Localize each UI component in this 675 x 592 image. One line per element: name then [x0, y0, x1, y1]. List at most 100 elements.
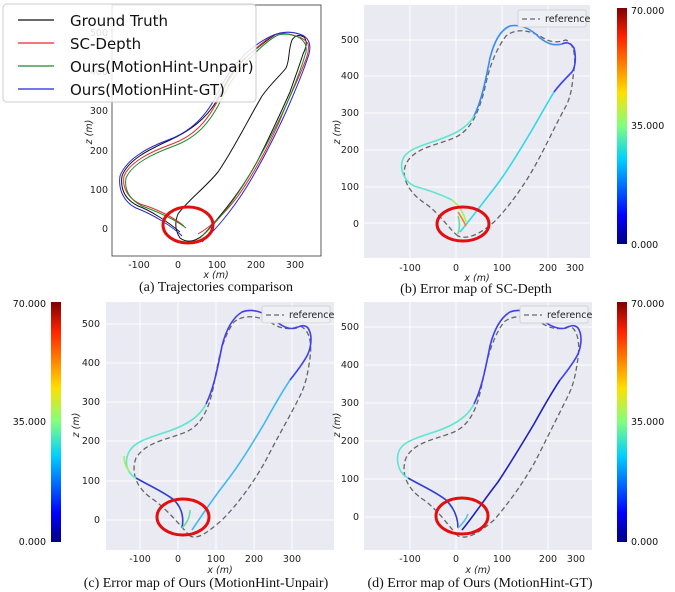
panel-b-colorbar: 70.000 35.000 0.000: [617, 6, 664, 251]
legend-label: SC-Depth: [70, 35, 141, 53]
panel-b-xtick: 200: [539, 263, 557, 274]
panel-d-xtick: -100: [399, 554, 421, 565]
panel-d-plot-area: [364, 302, 592, 550]
panel-d-ylabel: z (m): [332, 413, 343, 439]
panel-a-ytick: 100: [90, 185, 108, 196]
error-path: [473, 309, 582, 405]
panel-a-ytick: 200: [90, 146, 108, 157]
panel-c-xtick: -100: [129, 554, 151, 565]
panel-d-xtick: 100: [493, 554, 511, 565]
panel-b-ytick: 100: [341, 182, 359, 193]
caption-d: (d) Error map of Ours (MotionHint-GT): [367, 576, 592, 591]
panel-c-xlabel: x (m): [206, 565, 232, 576]
panel-d-xlabel: x (m): [464, 565, 490, 576]
colorbar-mid-label: 35.000: [631, 121, 664, 132]
panel-c-ylabel: z (m): [71, 413, 82, 439]
error-path: [553, 42, 577, 93]
reference-legend-box: [261, 305, 331, 324]
colorbar: [617, 8, 627, 244]
panel-d-ytick: 400: [341, 360, 359, 371]
reference-legend-box: [517, 9, 587, 28]
reference-label: reference: [547, 310, 593, 321]
highlight-ellipse: [434, 496, 490, 536]
colorbar-min-label: 0.000: [19, 537, 46, 548]
colorbar-max-label: 70.000: [13, 299, 46, 310]
error-path: [457, 215, 461, 235]
panel-b-xtick: 100: [493, 263, 511, 274]
panel-b-xtick: 0: [453, 263, 459, 274]
panel-c-xtick: 200: [245, 554, 263, 565]
panel-c-ytick: 500: [82, 319, 100, 330]
panel-d-ytick: 100: [341, 474, 359, 485]
colorbar-mid-label: 35.000: [631, 417, 664, 428]
panel-d-ytick: 300: [341, 398, 359, 409]
legend-label: Ours(MotionHint-Unpair): [70, 58, 254, 76]
panel-b-ytick: 400: [341, 71, 359, 82]
panel-c-colorbar: 70.000 35.000 0.000: [13, 299, 61, 548]
panel-c-xtick: 300: [283, 554, 301, 565]
panel-d-grid: [364, 302, 592, 550]
panel-b: -100 0 100 200 300 0 100 200 300 400 500…: [332, 5, 664, 297]
panel-d-yticks: 0 100 200 300 400 500: [341, 322, 359, 523]
panel-c-ytick: 400: [82, 358, 100, 369]
panel-a-ylabel: z (m): [84, 120, 95, 146]
panel-c-xtick: 0: [175, 554, 181, 565]
reference-label: reference: [289, 310, 335, 321]
colorbar-max-label: 70.000: [631, 6, 664, 17]
error-path: [461, 379, 561, 531]
error-path: [451, 199, 467, 223]
highlight-ellipse: [155, 497, 211, 537]
panel-c-yticks: 0 100 200 300 400 500: [82, 319, 100, 526]
legend-label: Ground Truth: [70, 12, 168, 30]
panel-c: -100 0 100 200 300 0 100 200 300 400 500…: [13, 299, 335, 591]
panel-d-ytick: 0: [353, 512, 359, 523]
panel-b-yticks: 0 100 200 300 400 500: [341, 35, 359, 230]
panel-c-ytick: 100: [82, 476, 100, 487]
error-path: [205, 309, 312, 405]
panel-b-ytick: 0: [353, 219, 359, 230]
error-path: [457, 513, 469, 529]
legend-label: Ours(MotionHint-GT): [70, 81, 225, 99]
error-path: [473, 24, 563, 117]
colorbar-min-label: 0.000: [631, 240, 658, 251]
colorbar-min-label: 0.000: [631, 537, 658, 548]
error-path: [123, 455, 131, 473]
caption-a: (a) Trajectories comparison: [139, 280, 293, 295]
error-path: [407, 477, 459, 529]
panel-b-ytick: 300: [341, 108, 359, 119]
panel-c-plot-area: [106, 302, 334, 550]
panel-b-xtick: 300: [566, 263, 584, 274]
panel-c-xticks: -100 0 100 200 300: [129, 554, 301, 565]
panel-b-xticks: -100 0 100 200 300: [399, 263, 584, 274]
error-path: [400, 115, 475, 201]
highlight-ellipse: [435, 205, 491, 243]
reference-path: [133, 316, 312, 538]
panel-d-ytick: 500: [341, 322, 359, 333]
series-motionhint-gt: [119, 31, 311, 243]
panel-d-xtick: 300: [567, 554, 585, 565]
panel-a-xlabel: x (m): [202, 270, 228, 281]
panel-a: -100 0 100 200 300 0 100 200 300 400 500…: [2, 3, 322, 295]
panel-b-plot-area: [364, 5, 590, 258]
panel-a-xtick: 300: [286, 260, 304, 271]
legend-box: [2, 3, 257, 103]
colorbar: [51, 302, 61, 542]
panel-b-ytick: 500: [341, 35, 359, 46]
panel-c-xtick: 100: [207, 554, 225, 565]
panel-b-legend: reference: [517, 9, 591, 28]
error-path: [191, 379, 291, 531]
panel-c-ytick: 200: [82, 436, 100, 447]
colorbar: [617, 302, 627, 542]
reference-label: reference: [545, 14, 591, 25]
panel-c-ytick: 0: [94, 515, 100, 526]
panel-a-xtick: 0: [175, 260, 181, 271]
panel-a-xtick: -100: [128, 260, 150, 271]
error-path: [181, 509, 191, 529]
panel-a-ytick: 0: [102, 224, 108, 235]
panel-b-xtick: -100: [399, 263, 421, 274]
panel-d: -100 0 100 200 300 0 100 200 300 400 500…: [332, 299, 664, 591]
caption-c: (c) Error map of Ours (MotionHint-Unpair…: [84, 576, 329, 591]
panel-a-xticks: -100 0 100 200 300: [128, 260, 304, 271]
reference-path: [403, 316, 580, 538]
